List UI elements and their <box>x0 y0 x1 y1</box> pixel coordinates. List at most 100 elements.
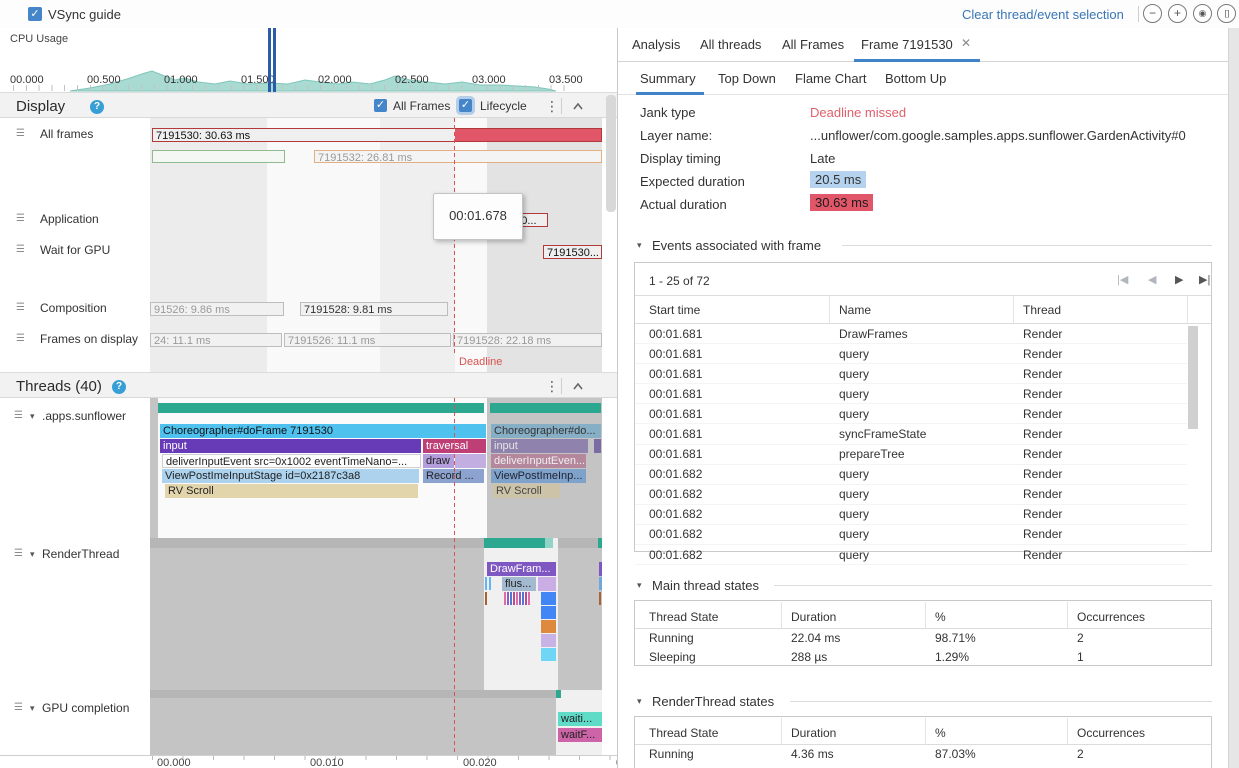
frame-bar-7191530[interactable]: 7191530: 30.63 ms <box>152 128 602 142</box>
trace-input[interactable]: input <box>160 439 421 453</box>
composition-bar-7191528[interactable]: 7191528: 9.81 ms <box>300 302 448 316</box>
collapse-events-icon[interactable]: ▾ <box>637 240 642 250</box>
trace-rv-scroll-dimmed[interactable]: RV Scroll <box>493 484 560 498</box>
event-row[interactable]: 00:01.681 query Render <box>635 384 1187 405</box>
collapse-threads-icon[interactable] <box>572 382 584 390</box>
collapse-render-states-icon[interactable]: ▾ <box>637 696 642 706</box>
zoom-to-selection-icon[interactable]: [ ] <box>1217 4 1236 23</box>
drag-handle-icon[interactable]: ☰ <box>16 333 25 344</box>
trace-rv-scroll[interactable]: RV Scroll <box>165 484 418 498</box>
states-col-duration[interactable]: Duration <box>791 610 837 624</box>
collapse-main-states-icon[interactable]: ▾ <box>637 580 642 590</box>
event-row[interactable]: 00:01.682 query Render <box>635 505 1187 525</box>
tab-all-threads[interactable]: All threads <box>700 37 762 52</box>
frame-bar-7191531[interactable] <box>152 150 285 163</box>
trace-viewpostime-dimmed[interactable]: ViewPostImeInp... <box>491 469 586 483</box>
subtab-summary[interactable]: Summary <box>640 71 696 86</box>
trace-sliver[interactable] <box>594 439 601 453</box>
help-icon[interactable]: ? <box>90 100 104 114</box>
states-col-duration[interactable]: Duration <box>791 726 837 740</box>
composition-bar-7191526[interactable]: 91526: 9.86 ms <box>150 302 284 316</box>
events-col-thread[interactable]: Thread <box>1023 303 1062 317</box>
frames-on-display-bar-7191528[interactable]: 7191528: 22.18 ms <box>453 333 602 347</box>
frames-on-display-bar-7191526[interactable]: 7191526: 11.1 ms <box>284 333 451 347</box>
drag-handle-icon[interactable]: ☰ <box>14 410 23 421</box>
drag-handle-icon[interactable]: ☰ <box>16 213 25 224</box>
last-page-icon[interactable]: ▶| <box>1199 274 1211 286</box>
states-col-occurrences[interactable]: Occurrences <box>1077 726 1146 740</box>
zoom-in-icon[interactable]: + <box>1168 4 1187 23</box>
tab-analysis[interactable]: Analysis <box>632 37 681 52</box>
reset-zoom-icon[interactable]: ◉ <box>1193 4 1212 23</box>
subtab-top-down[interactable]: Top Down <box>718 71 776 86</box>
event-row[interactable]: 00:01.681 DrawFrames Render <box>635 324 1187 345</box>
state-row[interactable]: Sleeping 288 µs 1.29% 1 <box>649 649 1084 664</box>
state-row[interactable]: Running 4.36 ms 87.03% 2 <box>649 747 1084 762</box>
drag-handle-icon[interactable]: ☰ <box>16 128 25 139</box>
events-scrollbar-thumb[interactable] <box>1188 326 1198 429</box>
events-col-name[interactable]: Name <box>839 303 872 317</box>
next-page-icon[interactable]: ▶ <box>1175 274 1184 286</box>
event-row[interactable]: 00:01.681 query Render <box>635 404 1187 425</box>
help-icon[interactable]: ? <box>112 380 126 394</box>
threads-more-menu-icon[interactable]: ⋮ <box>545 378 559 394</box>
event-row[interactable]: 00:01.682 query Render <box>635 525 1187 546</box>
event-row[interactable]: 00:01.682 query Render <box>635 465 1187 485</box>
drag-handle-icon[interactable]: ☰ <box>14 702 23 713</box>
lifecycle-checkbox[interactable]: ✓ <box>459 99 472 112</box>
vsync-guide-checkbox[interactable]: ✓ <box>28 7 42 21</box>
drag-handle-icon[interactable]: ☰ <box>16 302 25 313</box>
subtab-bottom-up[interactable]: Bottom Up <box>885 71 947 86</box>
trace-draw[interactable]: draw <box>423 454 454 468</box>
events-col-start-time[interactable]: Start time <box>649 303 701 317</box>
states-col-occurrences[interactable]: Occurrences <box>1077 610 1146 624</box>
tab-all-frames[interactable]: All Frames <box>782 37 845 52</box>
expand-thread-icon[interactable]: ▾ <box>30 411 35 421</box>
trace-draw-sliver[interactable] <box>455 454 486 468</box>
threads-section-header[interactable]: Threads (40) ? ⋮ <box>0 372 618 398</box>
trace-deliver-input-event-dimmed[interactable]: deliverInputEven... <box>491 454 586 468</box>
event-row[interactable]: 00:01.681 query Render <box>635 364 1187 385</box>
event-row[interactable]: 00:01.682 query Render <box>635 485 1187 505</box>
trace-viewpostime-inputstage[interactable]: ViewPostImeInputStage id=0x2187c3a8 <box>162 469 419 483</box>
trace-deliver-input-event[interactable]: deliverInputEvent src=0x1002 eventTimeNa… <box>162 454 421 468</box>
cpu-usage-track[interactable]: CPU Usage 00.000 00.500 01.000 01.500 02.000… <box>0 28 618 92</box>
subtab-flame-chart[interactable]: Flame Chart <box>795 71 867 86</box>
wait-for-gpu-bar[interactable]: 7191530... <box>543 245 602 259</box>
trace-input-dimmed[interactable]: input <box>491 439 588 453</box>
event-row[interactable]: 00:01.681 query Render <box>635 344 1187 365</box>
event-row[interactable]: 00:01.681 prepareTree Render <box>635 445 1187 465</box>
trace-flush[interactable]: flus... <box>502 577 536 591</box>
trace-record[interactable]: Record ... <box>423 469 484 483</box>
trace-choreographer-doframe[interactable]: Choreographer#doFrame 7191530 <box>160 424 486 438</box>
close-tab-icon[interactable]: ✕ <box>961 36 972 50</box>
frames-on-display-bar-7191524[interactable]: 24: 11.1 ms <box>150 333 282 347</box>
event-row[interactable]: 00:01.682 query Render <box>635 545 1187 566</box>
frame-bar-7191532[interactable]: 7191532: 26.81 ms <box>314 150 602 163</box>
display-more-menu-icon[interactable]: ⋮ <box>545 98 559 114</box>
zoom-out-icon[interactable]: − <box>1143 4 1162 23</box>
tab-frame-7191530[interactable]: Frame 7191530 <box>861 37 953 52</box>
trace-choreographer-doframe-dimmed[interactable]: Choreographer#do... <box>491 424 601 438</box>
event-row[interactable]: 00:01.681 syncFrameState Render <box>635 424 1187 445</box>
state-row[interactable]: Running 22.04 ms 98.71% 2 <box>649 631 1084 646</box>
trace-waiting[interactable]: waiti... <box>558 712 602 726</box>
expand-thread-icon[interactable]: ▾ <box>30 703 35 713</box>
states-col-thread-state[interactable]: Thread State <box>649 726 719 740</box>
states-col-pct[interactable]: % <box>935 610 946 624</box>
states-col-pct[interactable]: % <box>935 726 946 740</box>
first-page-icon[interactable]: |◀ <box>1117 274 1129 286</box>
all-frames-checkbox[interactable]: ✓ <box>374 99 387 112</box>
drag-handle-icon[interactable]: ☰ <box>14 548 23 559</box>
collapse-display-icon[interactable] <box>572 102 584 110</box>
window-scrollbar[interactable] <box>1228 28 1239 768</box>
trace-waitfence[interactable]: waitF... <box>558 728 602 742</box>
trace-drawframes[interactable]: DrawFram... <box>487 562 556 576</box>
states-col-thread-state[interactable]: Thread State <box>649 610 719 624</box>
expand-thread-icon[interactable]: ▾ <box>30 549 35 559</box>
prev-page-icon[interactable]: ◀ <box>1148 274 1157 286</box>
drag-handle-icon[interactable]: ☰ <box>16 244 25 255</box>
display-section-header[interactable]: Display ? ✓ All Frames ✓ Lifecycle ⋮ <box>0 92 618 118</box>
clear-selection-link[interactable]: Clear thread/event selection <box>962 7 1124 22</box>
left-scrollbar-thumb[interactable] <box>606 95 616 212</box>
